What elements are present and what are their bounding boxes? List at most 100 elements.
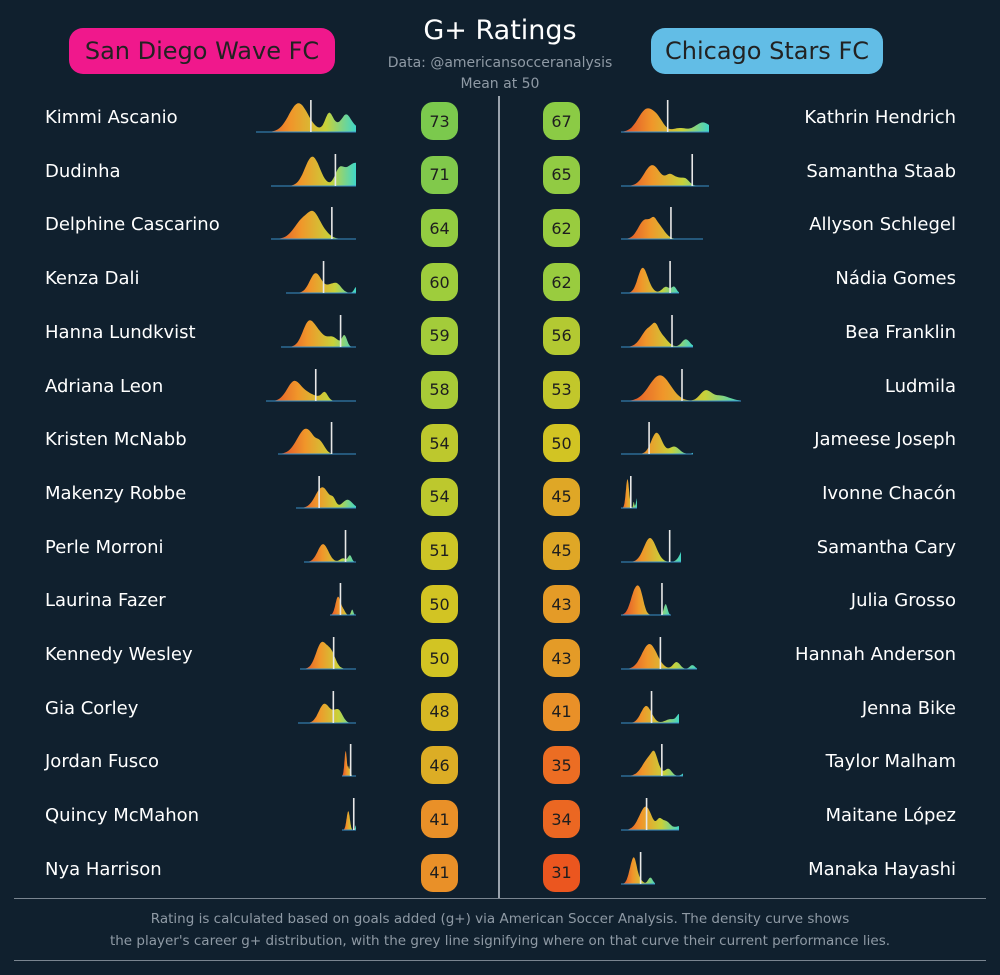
right-rating-badge: 43 — [543, 639, 580, 677]
right-rating-badge: 53 — [543, 370, 580, 409]
density-curve — [342, 751, 356, 777]
right-rating-badge: 67 — [543, 102, 580, 140]
right-rating-badge: 45 — [543, 477, 580, 516]
right-player-name: Manaka Hayashi — [808, 858, 956, 880]
right-density-plot — [621, 690, 679, 724]
density-curve — [621, 217, 703, 240]
left-density-plot — [271, 153, 356, 187]
density-curve — [621, 164, 709, 186]
left-density-plot — [300, 637, 356, 670]
left-rating-badge: 46 — [421, 746, 458, 785]
left-player-name: Nya Harrison — [45, 858, 162, 880]
player-row: Kennedy Wesley 50 Hannah Anderson 43 — [0, 630, 1000, 684]
density-curve — [278, 428, 356, 455]
right-team-badge: Chicago Stars FC — [651, 28, 883, 74]
left-density-plot — [342, 744, 356, 777]
footer-note: Rating is calculated based on goals adde… — [0, 908, 1000, 952]
left-player-name: Kristen McNabb — [45, 429, 187, 451]
left-rating-badge: 50 — [421, 585, 458, 624]
density-curve — [621, 432, 693, 455]
right-rating-badge: 50 — [543, 424, 580, 463]
right-density-plot — [621, 100, 709, 133]
right-player-name: Nádia Gomes — [835, 268, 956, 290]
center-divider — [498, 96, 500, 899]
left-player-name: Kenza Dali — [45, 268, 140, 290]
left-density-plot — [342, 798, 356, 831]
left-rating-badge: 54 — [421, 477, 458, 516]
footer-divider-bottom — [14, 960, 986, 961]
left-player-name: Laurina Fazer — [45, 590, 166, 612]
left-player-name: Gia Corley — [45, 697, 139, 719]
right-rating-badge: 41 — [543, 692, 580, 731]
density-curve — [621, 537, 681, 562]
left-density-plot — [330, 583, 356, 616]
footer-line-2: the player's career g+ distribution, wit… — [109, 933, 891, 949]
left-team-badge: San Diego Wave FC — [69, 28, 335, 74]
player-row: Makenzy Robbe 54 Ivonne Chacón 45 — [0, 469, 1000, 523]
player-row: Gia Corley 48 Jenna Bike 41 — [0, 684, 1000, 738]
left-rating-badge: 60 — [421, 263, 458, 302]
density-curve — [621, 267, 679, 294]
density-curve — [304, 543, 356, 562]
right-rating-badge: 45 — [543, 531, 580, 570]
right-player-name: Jenna Bike — [861, 697, 956, 719]
density-curve — [296, 487, 356, 508]
right-density-plot — [621, 744, 683, 777]
chart-subtitle-source: Data: @americansocceranalysis — [387, 55, 613, 71]
right-density-plot — [621, 207, 703, 240]
left-density-plot — [256, 100, 356, 133]
player-row: Laurina Fazer 50 Julia Grosso 43 — [0, 576, 1000, 630]
density-curve — [286, 273, 356, 294]
left-density-plot — [271, 207, 356, 240]
player-row: Dudinha 71 Samantha Staab 65 — [0, 147, 1000, 201]
left-rating-badge: 73 — [421, 102, 458, 140]
left-rating-badge: 58 — [421, 370, 458, 409]
right-density-plot — [621, 798, 679, 831]
left-rating-badge: 48 — [421, 692, 458, 731]
left-rating-badge: 41 — [421, 853, 458, 892]
left-player-name: Kimmi Ascanio — [45, 107, 178, 128]
player-row: Kenza Dali 60 Nádia Gomes 62 — [0, 254, 1000, 308]
left-player-name: Quincy McMahon — [45, 805, 200, 827]
chart-subtitle-mean: Mean at 50 — [460, 76, 540, 92]
right-density-plot — [621, 583, 671, 616]
left-rating-badge: 50 — [421, 639, 458, 677]
right-player-name: Kathrin Hendrich — [804, 107, 956, 128]
left-player-name: Adriana Leon — [45, 375, 164, 397]
right-rating-badge: 43 — [543, 585, 580, 624]
density-curve — [621, 751, 683, 777]
left-density-plot — [296, 475, 356, 509]
right-player-name: Taylor Malham — [825, 751, 956, 773]
density-curve — [621, 857, 655, 884]
left-density-plot — [278, 422, 356, 455]
density-curve — [621, 644, 697, 669]
density-curve — [621, 806, 679, 831]
left-rating-badge: 64 — [421, 209, 458, 248]
right-player-name: Ludmila — [884, 375, 956, 397]
right-density-plot — [621, 851, 655, 885]
density-curve — [281, 319, 356, 347]
left-density-plot — [281, 314, 356, 348]
density-curve — [621, 585, 671, 616]
player-row: Kristen McNabb 54 Jameese Joseph 50 — [0, 415, 1000, 469]
density-curve — [342, 811, 356, 831]
right-player-name: Allyson Schlegel — [809, 214, 956, 236]
player-row: Hanna Lundkvist 59 Bea Franklin 56 — [0, 308, 1000, 362]
chart-title: G+ Ratings — [423, 15, 577, 46]
right-rating-badge: 34 — [543, 800, 580, 839]
left-rating-badge: 71 — [421, 155, 458, 194]
player-row: Adriana Leon 58 Ludmila 53 — [0, 362, 1000, 416]
right-density-plot — [621, 529, 681, 563]
player-row: Perle Morroni 51 Samantha Cary 45 — [0, 523, 1000, 577]
left-player-name: Jordan Fusco — [45, 751, 160, 773]
density-curve — [621, 479, 637, 508]
right-player-name: Jameese Joseph — [814, 429, 956, 451]
right-rating-badge: 31 — [543, 853, 580, 892]
right-density-plot — [621, 637, 697, 670]
density-curve — [621, 108, 709, 132]
density-curve — [300, 641, 356, 669]
density-curve — [271, 156, 356, 186]
right-player-name: Samantha Cary — [816, 536, 956, 558]
player-row: Quincy McMahon 41 Maitane López 34 — [0, 791, 1000, 845]
footer-divider-top — [14, 898, 986, 899]
